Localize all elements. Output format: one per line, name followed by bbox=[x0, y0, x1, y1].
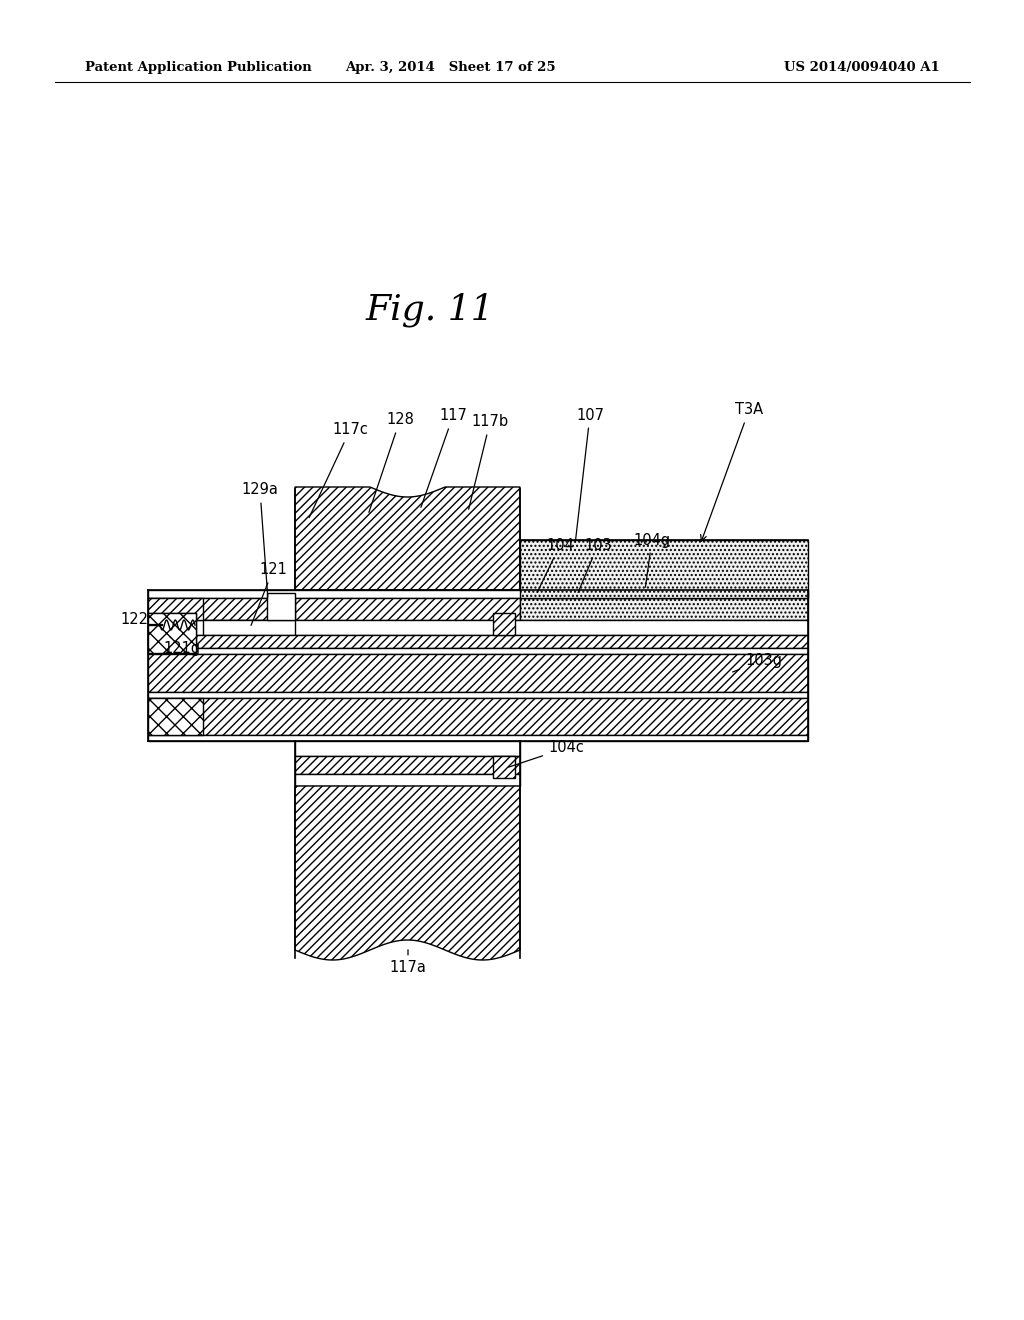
Bar bbox=[148, 653, 808, 692]
Bar bbox=[148, 598, 295, 620]
Text: 103g: 103g bbox=[732, 652, 782, 672]
Text: 129a: 129a bbox=[242, 483, 279, 597]
Bar bbox=[148, 590, 808, 598]
Text: 121: 121 bbox=[251, 562, 287, 626]
Bar bbox=[295, 756, 520, 774]
Text: 117c: 117c bbox=[309, 422, 368, 517]
Bar bbox=[295, 774, 520, 785]
Bar bbox=[295, 741, 520, 756]
Text: 104: 104 bbox=[538, 537, 573, 593]
Bar bbox=[148, 648, 808, 653]
Text: Fig. 11: Fig. 11 bbox=[366, 293, 495, 327]
Bar bbox=[148, 598, 203, 620]
Text: 103: 103 bbox=[579, 537, 612, 593]
Text: Patent Application Publication: Patent Application Publication bbox=[85, 62, 311, 74]
Text: US 2014/0094040 A1: US 2014/0094040 A1 bbox=[784, 62, 940, 74]
Text: 104c: 104c bbox=[509, 741, 584, 767]
Text: 128: 128 bbox=[369, 412, 414, 512]
Text: 117a: 117a bbox=[389, 950, 426, 975]
Polygon shape bbox=[295, 487, 520, 590]
Bar bbox=[520, 598, 808, 620]
Bar bbox=[520, 540, 808, 598]
Bar bbox=[148, 735, 808, 741]
Bar bbox=[148, 612, 196, 653]
Text: 107: 107 bbox=[575, 408, 604, 543]
Bar bbox=[203, 620, 295, 635]
Bar bbox=[493, 756, 515, 777]
Bar bbox=[148, 635, 808, 648]
Bar bbox=[267, 593, 295, 620]
Bar bbox=[148, 698, 808, 735]
Bar bbox=[295, 598, 520, 620]
Text: Apr. 3, 2014   Sheet 17 of 25: Apr. 3, 2014 Sheet 17 of 25 bbox=[345, 62, 555, 74]
Text: 117b: 117b bbox=[469, 414, 509, 510]
Text: 117: 117 bbox=[421, 408, 467, 507]
Text: 121g: 121g bbox=[164, 638, 201, 656]
Polygon shape bbox=[295, 785, 520, 960]
Bar bbox=[493, 612, 515, 635]
Bar bbox=[148, 612, 196, 653]
Text: T3A: T3A bbox=[700, 403, 763, 541]
Text: 104g: 104g bbox=[634, 532, 671, 587]
Bar bbox=[148, 692, 808, 698]
Bar bbox=[148, 620, 808, 635]
Bar bbox=[148, 698, 203, 735]
Text: 122: 122 bbox=[120, 612, 148, 627]
